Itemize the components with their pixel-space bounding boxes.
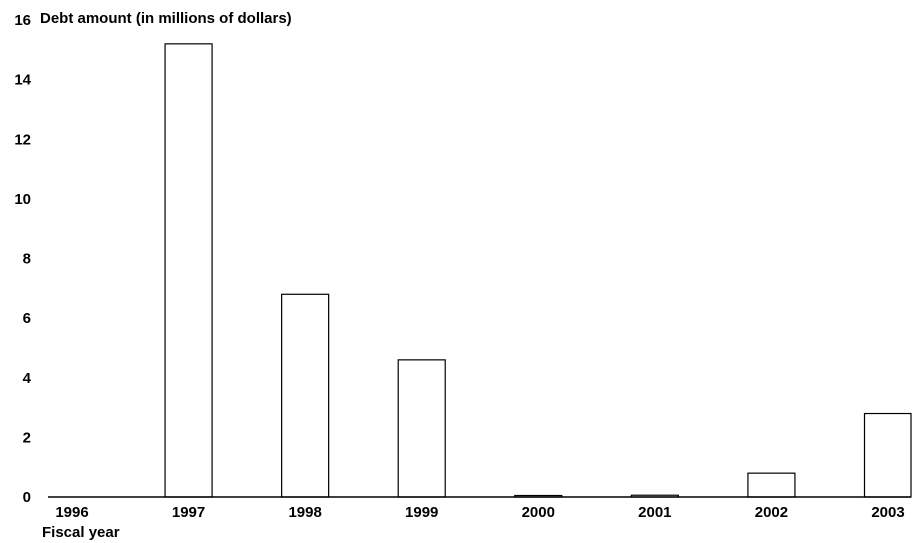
x-tick-label: 2003 <box>871 504 904 521</box>
y-tick-label: 10 <box>14 191 31 208</box>
bar-1999 <box>397 359 446 498</box>
x-axis-ticks: 1996 1997 1998 1999 2000 2001 2002 2003 <box>55 504 904 521</box>
bar-2003 <box>863 412 912 498</box>
x-axis-title: Fiscal year <box>42 524 120 541</box>
y-tick-label: 6 <box>23 310 31 327</box>
y-tick-label: 8 <box>23 251 31 268</box>
y-tick-label: 0 <box>23 489 31 506</box>
x-tick-label: 1998 <box>288 504 321 521</box>
y-tick-label: 16 <box>14 12 31 29</box>
y-tick-label: 2 <box>23 429 31 446</box>
y-axis-title: Debt amount (in millions of dollars) <box>40 10 292 27</box>
bar-1997 <box>164 43 213 498</box>
x-tick-label: 2001 <box>638 504 671 521</box>
y-tick-label: 14 <box>14 72 31 89</box>
x-tick-label: 1997 <box>172 504 205 521</box>
y-tick-label: 12 <box>14 131 31 148</box>
y-axis-ticks: 0 2 4 6 8 10 12 14 16 <box>14 12 31 506</box>
bar-1998 <box>281 293 330 498</box>
x-tick-label: 1999 <box>405 504 438 521</box>
bar-2002 <box>747 472 796 498</box>
bars <box>164 43 912 498</box>
x-tick-label: 1996 <box>55 504 88 521</box>
y-tick-label: 4 <box>23 370 32 387</box>
x-tick-label: 2002 <box>755 504 788 521</box>
x-tick-label: 2000 <box>522 504 555 521</box>
